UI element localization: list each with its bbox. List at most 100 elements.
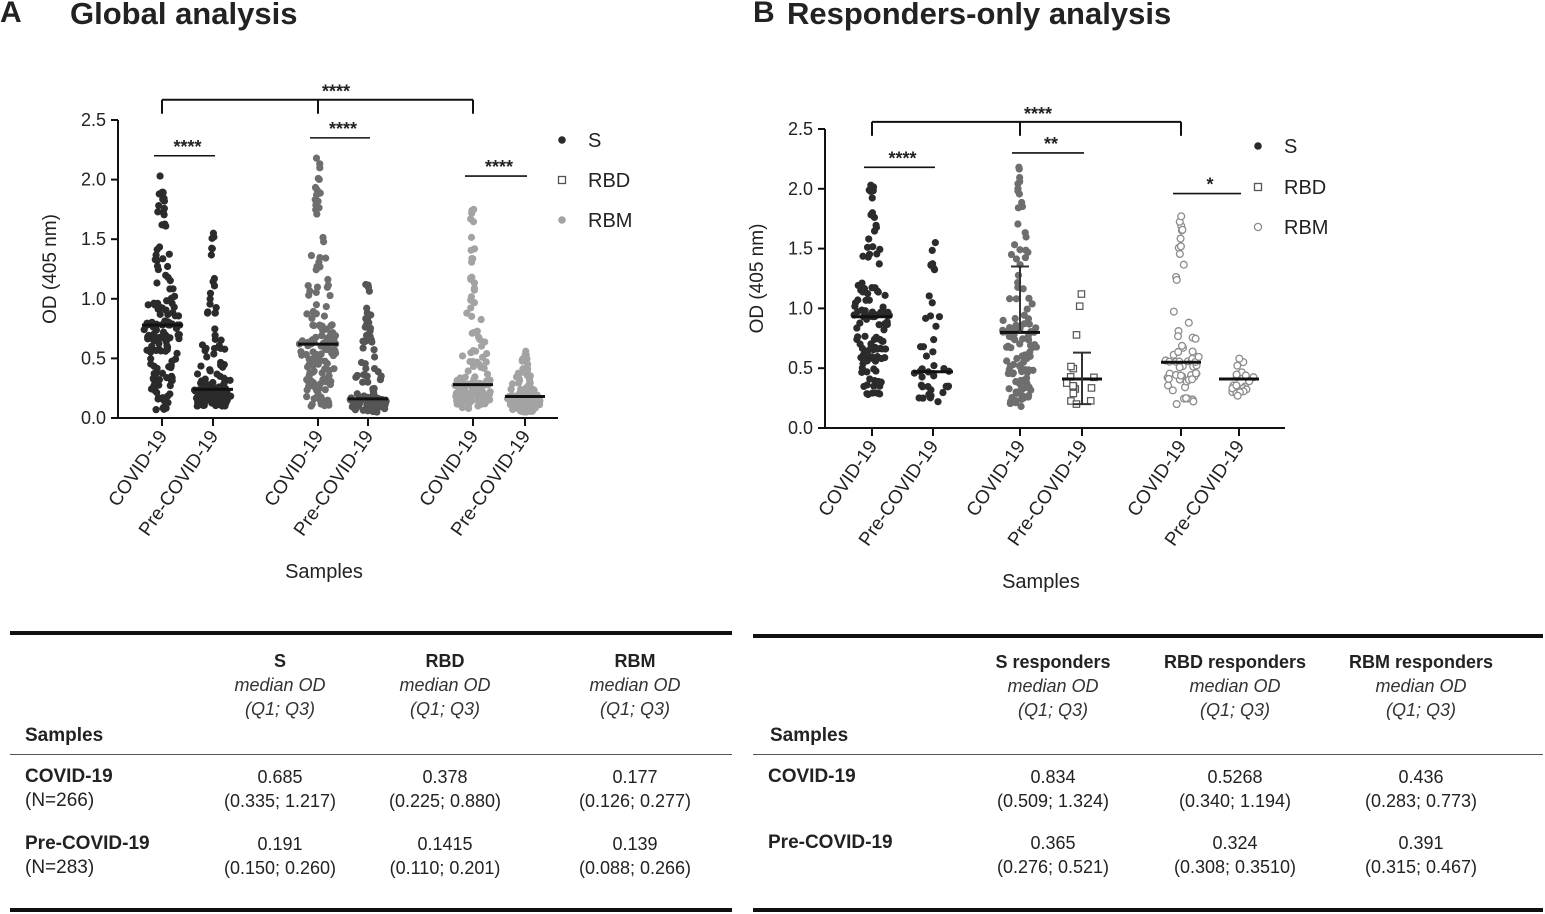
data-point <box>193 402 201 410</box>
table-a-cell: 0.139 (0.088; 0.266) <box>578 834 692 878</box>
data-point <box>1014 204 1022 212</box>
table-b-samples-header: Samples <box>770 725 849 746</box>
data-point <box>881 291 889 299</box>
data-point <box>1017 376 1025 385</box>
data-point <box>212 304 220 312</box>
y-tick-label: 0.5 <box>81 348 106 368</box>
data-point <box>1177 341 1187 350</box>
data-point <box>207 396 215 404</box>
significance-label: **** <box>173 137 201 157</box>
data-point <box>166 285 174 293</box>
table-b-cell: 0.324 (0.308; 0.3510) <box>1173 833 1297 877</box>
data-point <box>1013 354 1021 363</box>
data-point <box>1077 290 1086 298</box>
data-point <box>322 254 330 262</box>
legend-marker-rbd <box>1253 182 1263 192</box>
data-point <box>154 394 162 402</box>
table-b-col-rbd-header: RBD responders median OD (Q1; Q3) <box>1163 652 1307 720</box>
data-point <box>312 310 320 318</box>
y-tick-label: 0.5 <box>788 358 813 378</box>
data-point <box>467 293 476 301</box>
data-point <box>320 312 329 320</box>
table-b-medians: S responders median OD (Q1; Q3) RBD respon… <box>753 634 1543 912</box>
data-point <box>515 379 523 387</box>
data-point <box>856 319 864 327</box>
data-point <box>464 367 472 375</box>
data-point <box>458 352 467 360</box>
data-point <box>1194 352 1203 361</box>
data-point <box>467 349 475 357</box>
data-point <box>1177 212 1186 221</box>
data-point <box>879 337 887 345</box>
data-point <box>304 282 312 290</box>
legend-label: S <box>1284 136 1297 158</box>
data-point <box>1087 384 1096 392</box>
data-point <box>875 379 883 388</box>
data-point <box>143 346 151 354</box>
data-point <box>870 382 878 390</box>
data-point <box>171 355 180 363</box>
table-a-cell: 0.378 (0.225; 0.880) <box>388 767 502 811</box>
data-point <box>360 371 368 379</box>
significance-label: **** <box>322 82 350 102</box>
data-point <box>872 221 880 229</box>
data-point <box>308 314 316 322</box>
data-point <box>359 337 367 345</box>
legend-marker-rbm <box>1253 222 1263 232</box>
data-point <box>324 396 332 404</box>
data-point <box>359 378 367 386</box>
data-point <box>312 288 320 297</box>
y-tick-label: 2.5 <box>788 119 813 139</box>
data-point <box>880 326 888 334</box>
data-point <box>459 384 467 392</box>
data-point <box>170 292 179 300</box>
significance-label: **** <box>1024 104 1052 124</box>
table-a-header-rule <box>10 754 732 755</box>
table-a-cell: 0.1415 (0.110; 0.201) <box>389 834 501 878</box>
data-point <box>1176 371 1185 380</box>
data-point <box>203 309 212 317</box>
significance-label: ** <box>1044 134 1058 154</box>
data-point <box>173 349 181 357</box>
data-point <box>205 390 213 398</box>
data-point <box>162 271 170 279</box>
data-point <box>467 246 475 254</box>
data-point <box>856 340 864 348</box>
significance-label: **** <box>485 157 513 177</box>
data-point <box>1025 294 1033 302</box>
data-point <box>323 345 331 354</box>
data-point <box>916 343 925 351</box>
data-point <box>148 342 156 350</box>
data-point <box>369 387 377 395</box>
table-a-col-rbd-header: RBD median OD (Q1; Q3) <box>399 651 491 719</box>
data-point <box>1016 173 1024 182</box>
data-point <box>458 403 466 412</box>
data-point <box>156 172 164 180</box>
data-point <box>329 346 337 354</box>
data-point <box>467 274 475 282</box>
data-point <box>147 355 155 363</box>
significance-label: **** <box>329 119 357 139</box>
legend-marker-s <box>558 136 566 144</box>
data-point <box>165 250 173 258</box>
y-axis-label: OD (405 nm) <box>747 224 768 334</box>
data-point <box>312 266 320 274</box>
data-point <box>875 260 883 268</box>
data-point <box>324 275 332 284</box>
data-point <box>158 221 166 229</box>
data-point <box>1005 332 1013 340</box>
data-point <box>150 330 158 338</box>
table-a-col-rbm-header: RBM median OD (Q1; Q3) <box>589 651 681 719</box>
significance-label: **** <box>888 148 916 168</box>
data-point <box>307 251 316 260</box>
data-point <box>166 381 174 390</box>
table-b-col-s-header: S responders median OD (Q1; Q3) <box>995 652 1111 720</box>
data-point <box>150 369 158 378</box>
data-point <box>311 381 319 389</box>
data-point <box>226 376 234 384</box>
data-point <box>326 291 334 300</box>
data-point <box>197 362 205 370</box>
data-point <box>217 361 225 369</box>
data-point <box>312 301 321 309</box>
